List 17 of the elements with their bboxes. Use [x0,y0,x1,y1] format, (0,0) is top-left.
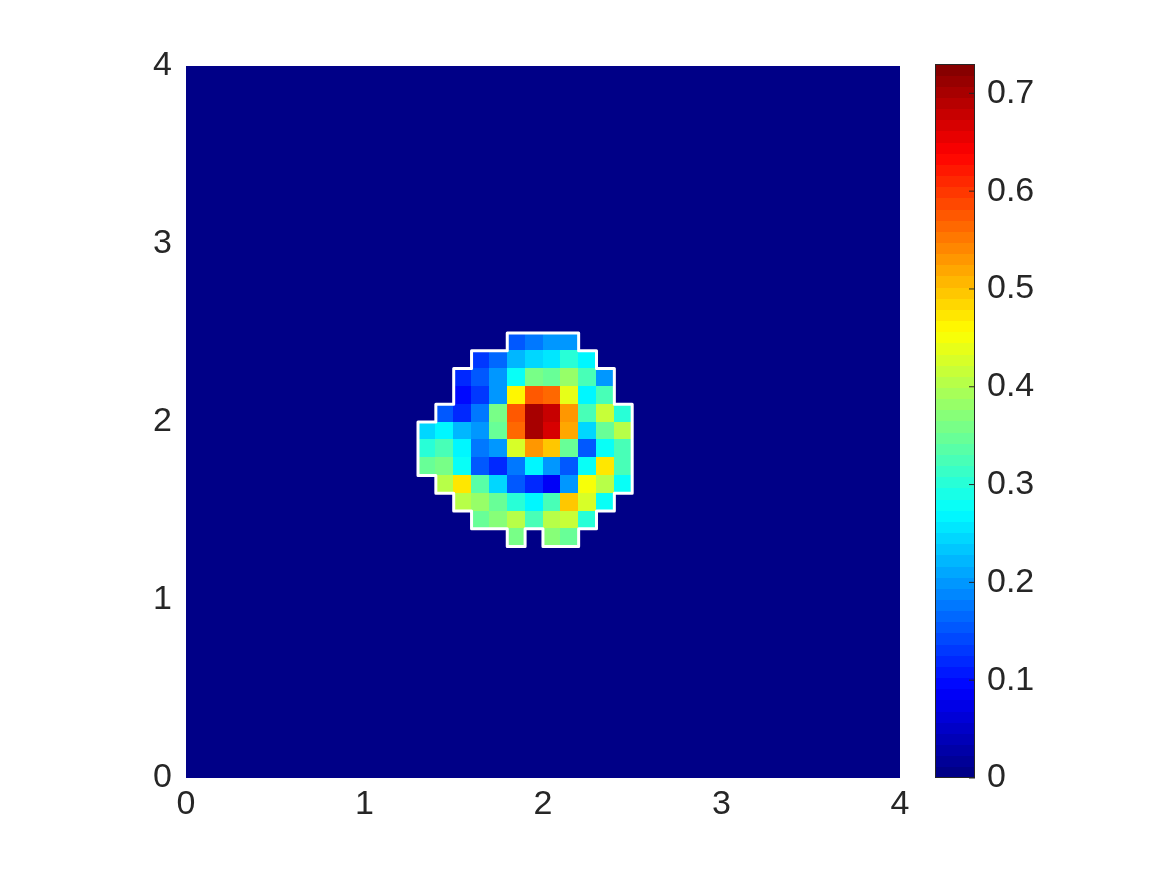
color-bar-label: 0.6 [987,169,1035,208]
color-bar-label: 0.5 [987,267,1035,306]
color-bar-label: 0.3 [987,462,1035,501]
color-bar-label: 0.7 [987,71,1035,110]
x-tick-label: 3 [712,782,731,821]
x-tick-label: 1 [355,782,374,821]
y-tick-label: 4 [153,44,172,83]
color-bar-label: 0.1 [987,658,1035,697]
y-tick-label: 2 [153,400,172,439]
color-bar-label: 0.4 [987,365,1035,404]
color-bar-label: 0.2 [987,560,1035,599]
x-tick-label: 4 [890,782,910,821]
color-bar-label: 0 [987,756,1006,795]
y-tick-label: 1 [153,578,172,617]
y-tick-label: 3 [153,222,172,261]
y-tick-label: 0 [153,756,172,795]
x-tick-label: 2 [533,782,553,821]
